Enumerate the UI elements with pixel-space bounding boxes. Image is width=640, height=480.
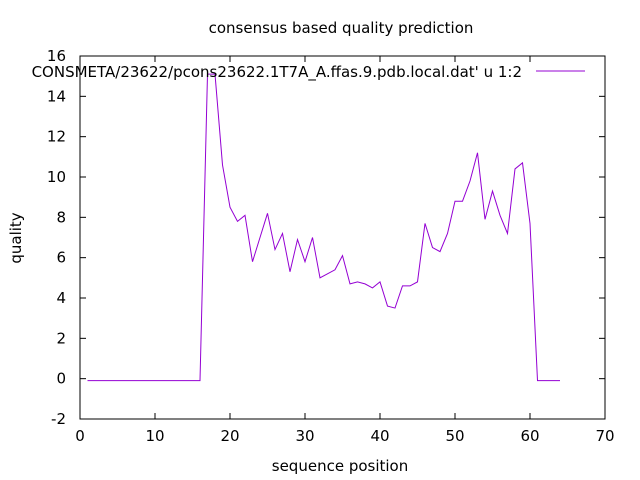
x-tick-label: 70 bbox=[595, 427, 614, 445]
y-tick-label: 0 bbox=[56, 370, 66, 388]
y-tick-label: -2 bbox=[51, 410, 66, 428]
x-tick-label: 10 bbox=[145, 427, 164, 445]
y-tick-label: 10 bbox=[47, 168, 66, 186]
x-tick-label: 40 bbox=[370, 427, 389, 445]
y-tick-label: 14 bbox=[47, 87, 66, 105]
x-axis-label: sequence position bbox=[272, 457, 408, 475]
y-tick-label: 2 bbox=[56, 329, 66, 347]
x-tick-label: 50 bbox=[445, 427, 464, 445]
legend-label: CONSMETA/23622/pcons23622.1T7A_A.ffas.9.… bbox=[32, 63, 522, 82]
x-tick-label: 0 bbox=[75, 427, 85, 445]
y-tick-label: 6 bbox=[56, 249, 66, 267]
x-tick-label: 30 bbox=[295, 427, 314, 445]
plot-frame bbox=[79, 55, 606, 420]
x-tick-label: 60 bbox=[520, 427, 539, 445]
x-tick-label: 20 bbox=[220, 427, 239, 445]
y-tick-label: 4 bbox=[56, 289, 66, 307]
legend: CONSMETA/23622/pcons23622.1T7A_A.ffas.9.… bbox=[32, 63, 585, 82]
y-tick-label: 8 bbox=[56, 208, 66, 226]
y-axis-label: quality bbox=[7, 212, 25, 263]
series-layer bbox=[87, 73, 560, 382]
y-tick-label: 16 bbox=[47, 47, 66, 65]
tick-layer: 0 10 20 30 40 50 60 70 -2 0 2 4 6 8 10 12 14 16 bbox=[47, 47, 615, 445]
y-tick-label: 12 bbox=[47, 128, 66, 146]
series-line bbox=[87, 73, 560, 382]
chart-title: consensus based quality prediction bbox=[209, 19, 474, 37]
